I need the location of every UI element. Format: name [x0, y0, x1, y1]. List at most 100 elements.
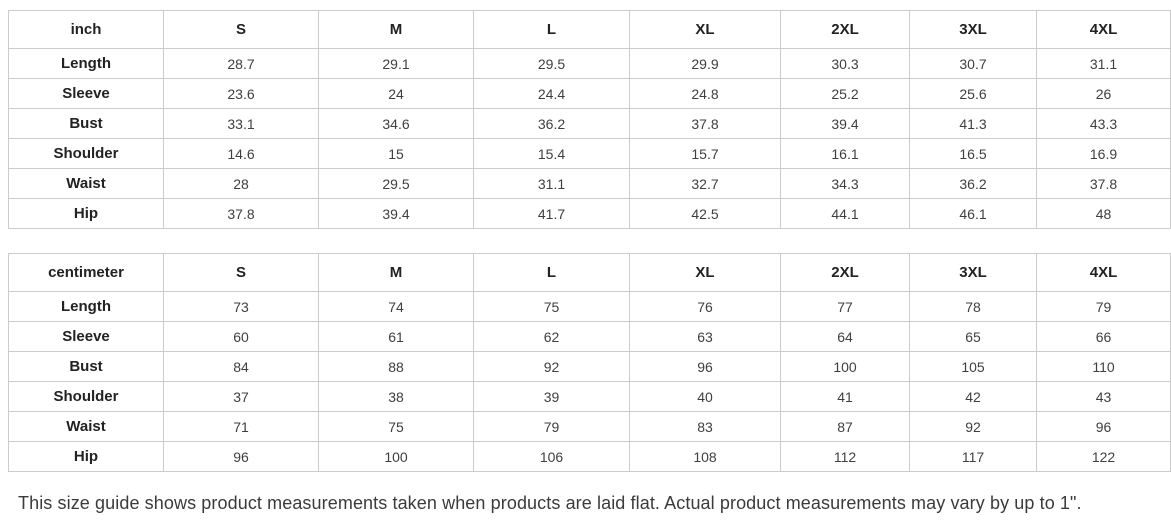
- cell-value: 39.4: [780, 108, 910, 139]
- row-label: Sleeve: [8, 321, 164, 352]
- cell-value: 24.8: [629, 78, 781, 109]
- cell-value: 87: [780, 411, 910, 442]
- cell-value: 42: [909, 381, 1037, 412]
- table-row: Sleeve 60 61 62 63 64 65 66: [8, 321, 1171, 352]
- cell-value: 30.3: [780, 48, 910, 79]
- inch-size-table: inch S M L XL 2XL 3XL 4XL Length 28.7 29.1…: [8, 10, 1171, 229]
- cell-value: 100: [780, 351, 910, 382]
- cell-value: 39.4: [318, 198, 474, 229]
- cell-value: 60: [163, 321, 319, 352]
- table-row: Waist 28 29.5 31.1 32.7 34.3 36.2 37.8: [8, 168, 1171, 199]
- size-guide-note: This size guide shows product measuremen…: [18, 493, 1082, 513]
- cell-value: 78: [909, 291, 1037, 322]
- unit-header-centimeter: centimeter: [8, 253, 164, 292]
- cell-value: 16.9: [1036, 138, 1171, 169]
- cell-value: 41: [780, 381, 910, 412]
- cell-value: 16.1: [780, 138, 910, 169]
- cell-value: 96: [163, 441, 319, 472]
- cell-value: 105: [909, 351, 1037, 382]
- cell-value: 28: [163, 168, 319, 199]
- cell-value: 29.9: [629, 48, 781, 79]
- cell-value: 76: [629, 291, 781, 322]
- cell-value: 16.5: [909, 138, 1037, 169]
- table-row: Hip 37.8 39.4 41.7 42.5 44.1 46.1 48: [8, 198, 1171, 229]
- cell-value: 30.7: [909, 48, 1037, 79]
- cell-value: 34.6: [318, 108, 474, 139]
- cell-value: 29.5: [318, 168, 474, 199]
- cell-value: 75: [473, 291, 630, 322]
- cell-value: 83: [629, 411, 781, 442]
- cell-value: 79: [1036, 291, 1171, 322]
- cell-value: 39: [473, 381, 630, 412]
- size-column-header: S: [163, 10, 319, 49]
- size-column-header: 4XL: [1036, 253, 1171, 292]
- cell-value: 88: [318, 351, 474, 382]
- cell-value: 75: [318, 411, 474, 442]
- row-label: Shoulder: [8, 381, 164, 412]
- cell-value: 96: [629, 351, 781, 382]
- cell-value: 36.2: [909, 168, 1037, 199]
- row-label: Length: [8, 48, 164, 79]
- cell-value: 25.6: [909, 78, 1037, 109]
- size-column-header: L: [473, 253, 630, 292]
- table-row: Sleeve 23.6 24 24.4 24.8 25.2 25.6 26: [8, 78, 1171, 109]
- cell-value: 29.5: [473, 48, 630, 79]
- cell-value: 32.7: [629, 168, 781, 199]
- cell-value: 40: [629, 381, 781, 412]
- row-label: Shoulder: [8, 138, 164, 169]
- row-label: Bust: [8, 108, 164, 139]
- cell-value: 31.1: [473, 168, 630, 199]
- size-column-header: L: [473, 10, 630, 49]
- row-label: Length: [8, 291, 164, 322]
- cell-value: 71: [163, 411, 319, 442]
- size-column-header: 4XL: [1036, 10, 1171, 49]
- cell-value: 37.8: [163, 198, 319, 229]
- cell-value: 65: [909, 321, 1037, 352]
- size-column-header: S: [163, 253, 319, 292]
- row-label: Hip: [8, 198, 164, 229]
- cell-value: 15.7: [629, 138, 781, 169]
- unit-header-inch: inch: [8, 10, 164, 49]
- table-row: Hip 96 100 106 108 112 117 122: [8, 441, 1171, 472]
- size-column-header: 3XL: [909, 253, 1037, 292]
- size-guide-section: inch S M L XL 2XL 3XL 4XL Length 28.7 29.1…: [8, 10, 1171, 513]
- cell-value: 84: [163, 351, 319, 382]
- cell-value: 41.7: [473, 198, 630, 229]
- cell-value: 24: [318, 78, 474, 109]
- cell-value: 24.4: [473, 78, 630, 109]
- table-row: Shoulder 14.6 15 15.4 15.7 16.1 16.5 16.9: [8, 138, 1171, 169]
- cell-value: 15.4: [473, 138, 630, 169]
- cell-value: 61: [318, 321, 474, 352]
- cell-value: 14.6: [163, 138, 319, 169]
- cell-value: 34.3: [780, 168, 910, 199]
- cell-value: 29.1: [318, 48, 474, 79]
- cell-value: 42.5: [629, 198, 781, 229]
- table-row: Bust 33.1 34.6 36.2 37.8 39.4 41.3 43.3: [8, 108, 1171, 139]
- centimeter-size-table: centimeter S M L XL 2XL 3XL 4XL Length 73…: [8, 253, 1171, 472]
- row-label: Sleeve: [8, 78, 164, 109]
- cell-value: 26: [1036, 78, 1171, 109]
- cell-value: 31.1: [1036, 48, 1171, 79]
- table-spacer: [8, 229, 1171, 253]
- cell-value: 66: [1036, 321, 1171, 352]
- table-row: Length 73 74 75 76 77 78 79: [8, 291, 1171, 322]
- cell-value: 43: [1036, 381, 1171, 412]
- cell-value: 77: [780, 291, 910, 322]
- cell-value: 108: [629, 441, 781, 472]
- cell-value: 92: [473, 351, 630, 382]
- cell-value: 100: [318, 441, 474, 472]
- cell-value: 112: [780, 441, 910, 472]
- row-label: Waist: [8, 411, 164, 442]
- table-row: Shoulder 37 38 39 40 41 42 43: [8, 381, 1171, 412]
- size-column-header: 3XL: [909, 10, 1037, 49]
- cell-value: 36.2: [473, 108, 630, 139]
- cell-value: 117: [909, 441, 1037, 472]
- size-column-header: 2XL: [780, 10, 910, 49]
- cell-value: 41.3: [909, 108, 1037, 139]
- cell-value: 23.6: [163, 78, 319, 109]
- cell-value: 46.1: [909, 198, 1037, 229]
- table-row: Bust 84 88 92 96 100 105 110: [8, 351, 1171, 382]
- size-column-header: M: [318, 253, 474, 292]
- cell-value: 25.2: [780, 78, 910, 109]
- table-row: Length 28.7 29.1 29.5 29.9 30.3 30.7 31.1: [8, 48, 1171, 79]
